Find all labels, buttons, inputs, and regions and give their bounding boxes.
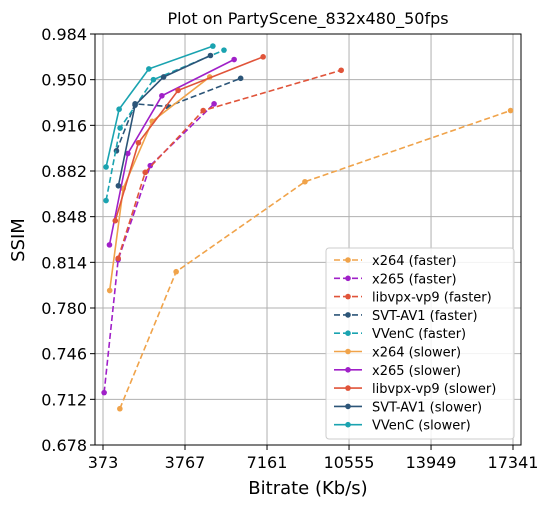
data-point	[103, 164, 109, 170]
legend-marker	[345, 421, 351, 428]
data-point	[142, 169, 149, 176]
series-layer	[101, 43, 514, 412]
series-2	[115, 67, 344, 262]
series-7	[112, 54, 266, 224]
legend-label: libvpx-vp9 (slower)	[372, 382, 496, 397]
y-tick-label: 0.814	[41, 253, 87, 272]
data-point	[231, 56, 237, 63]
data-point	[211, 101, 217, 107]
legend-label: x264 (slower)	[372, 346, 461, 361]
series-8	[115, 52, 214, 189]
data-point	[237, 75, 244, 82]
legend-marker	[345, 330, 351, 337]
legend-label: libvpx-vp9 (faster)	[372, 291, 492, 306]
data-point	[125, 150, 131, 157]
series-line	[115, 77, 241, 152]
x-tick-label: 7161	[247, 453, 288, 472]
series-line	[105, 45, 214, 168]
data-point	[112, 217, 119, 224]
y-tick-label: 0.848	[41, 208, 87, 227]
legend-label: VVenC (faster)	[372, 327, 466, 342]
data-point	[135, 139, 142, 146]
series-6	[106, 56, 237, 248]
legend-marker	[345, 403, 351, 410]
series-line	[117, 54, 211, 186]
data-point	[117, 125, 123, 131]
data-point	[260, 54, 266, 60]
y-tick-label: 0.780	[41, 299, 87, 318]
y-tick-label: 0.746	[41, 345, 87, 364]
data-point	[210, 43, 216, 49]
x-tick-label: 10555	[324, 453, 375, 472]
legend-marker	[345, 348, 351, 355]
data-point	[117, 405, 123, 412]
data-point	[115, 182, 122, 189]
legend-marker	[345, 257, 351, 263]
legend-label: x265 (slower)	[372, 364, 461, 379]
series-line	[117, 69, 342, 259]
legend-marker	[345, 367, 351, 373]
data-point	[507, 107, 514, 114]
legend-box	[325, 247, 515, 440]
plot-frame	[94, 33, 522, 446]
data-point	[338, 67, 344, 74]
data-point	[101, 389, 107, 396]
y-tick-label: 0.678	[41, 436, 87, 455]
series-line	[108, 76, 211, 291]
y-axis-ticks: 0.678 0.712 0.746 0.780 0.814 0.848 0.882 0.916…	[41, 25, 95, 455]
x-tick-label: 373	[88, 453, 119, 472]
legend-label: SVT-AV1 (faster)	[372, 309, 478, 324]
data-point	[116, 106, 122, 113]
legend-marker	[345, 275, 351, 282]
series-line	[114, 56, 264, 221]
data-point	[147, 162, 154, 169]
data-point	[175, 87, 181, 94]
legend-label: x265 (faster)	[372, 272, 457, 287]
legend-marker	[345, 385, 351, 391]
data-point	[103, 197, 109, 204]
series-line	[103, 103, 215, 393]
data-point	[160, 74, 167, 80]
legend-marker	[345, 312, 351, 318]
data-point	[115, 255, 121, 262]
data-point	[200, 107, 207, 114]
data-point	[173, 268, 179, 275]
y-axis-title: SSIM	[8, 218, 29, 262]
data-point	[221, 47, 227, 53]
legend-marker	[345, 293, 351, 300]
data-point	[106, 242, 113, 248]
x-tick-label: 13949	[406, 453, 457, 472]
legend: x264 (faster) x265 (faster) libvpx-vp9 (fa…	[325, 247, 515, 440]
series-0	[117, 107, 514, 412]
y-tick-label: 0.882	[41, 162, 87, 181]
y-tick-label: 0.712	[41, 390, 87, 409]
data-point	[150, 76, 157, 83]
legend-label: SVT-AV1 (slower)	[372, 400, 482, 415]
x-tick-label: 17341	[488, 453, 539, 472]
chart-title: Plot on PartyScene_832x480_50fps	[167, 9, 448, 29]
x-axis-title: Bitrate (Kb/s)	[248, 478, 367, 499]
y-tick-label: 0.984	[41, 25, 87, 44]
data-point	[302, 178, 308, 185]
data-point	[146, 66, 152, 72]
data-point	[159, 92, 165, 99]
data-point	[106, 287, 113, 294]
data-point	[207, 52, 214, 59]
x-tick-label: 3767	[165, 453, 206, 472]
series-9	[103, 43, 216, 170]
legend-label: VVenC (slower)	[372, 419, 471, 434]
x-axis-ticks: 373 3767 7161 10555 13949 17341	[88, 445, 539, 472]
series-line	[119, 109, 511, 410]
series-line	[108, 58, 235, 246]
data-point	[132, 102, 138, 108]
y-tick-label: 0.916	[41, 116, 87, 135]
y-tick-label: 0.950	[41, 71, 87, 90]
legend-label: x264 (faster)	[372, 254, 457, 269]
